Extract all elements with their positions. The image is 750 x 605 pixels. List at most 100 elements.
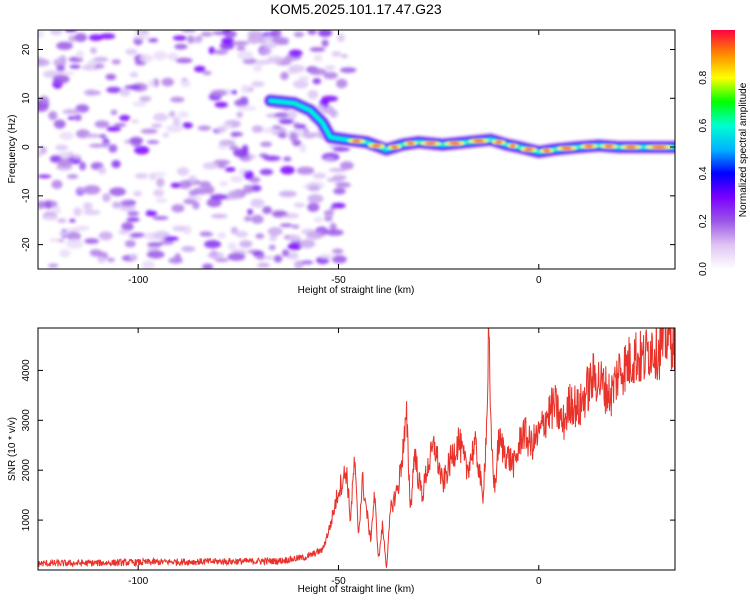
noise-blob [158,240,175,245]
noise-blob [97,256,106,264]
noise-blob [192,201,200,210]
y-tick-label: -20 [21,237,32,252]
noise-blob [332,248,344,254]
noise-blob [99,134,107,138]
noise-blob [324,65,336,70]
y-tick-label: 1000 [21,509,32,532]
noise-blob [140,54,154,63]
noise-blob [273,254,283,263]
noise-blob [193,187,209,195]
noise-blob [319,253,335,259]
noise-blob [233,148,249,158]
noise-blob [148,79,155,88]
noise-blob [288,49,303,57]
signal-peak-core [524,148,534,151]
noise-blob [133,35,151,40]
noise-blob [287,242,302,251]
noise-blob [331,202,346,209]
noise-blob [214,258,229,262]
signal-peak-core [561,146,573,150]
noise-blob [204,240,222,249]
noise-blob [39,95,49,105]
noise-blob [151,123,163,128]
noise-blob [58,71,75,76]
colorbar-tick-label: 0.8 [698,70,709,84]
noise-blob [88,143,106,148]
noise-blob [264,42,278,49]
noise-blob [121,222,134,231]
noise-blob [332,146,351,152]
noise-blob [210,214,228,219]
noise-blob [202,162,219,170]
noise-blob [111,59,121,65]
noise-blob [257,262,270,268]
noise-blob [73,207,82,217]
noise-blob [110,109,118,116]
noise-blob [292,79,309,89]
noise-blob [181,30,197,33]
noise-blob [127,211,140,217]
noise-blob [119,88,131,97]
noise-blob [112,201,122,209]
noise-blob [263,155,281,162]
x-tick-label: -100 [128,275,148,286]
noise-blob [237,50,254,60]
noise-blob [250,198,265,208]
noise-blob [335,182,351,188]
noise-blob [331,51,342,57]
noise-blob [146,140,160,144]
noise-blob [145,210,158,217]
noise-blob [274,112,290,118]
snr-y-ticks: 1000 2000 3000 4000 [21,359,675,531]
noise-blob [262,206,272,215]
spectrogram-x-ticks: -100 -50 0 [128,30,542,286]
signal-peak-core [390,145,399,149]
signal-peak-core [371,144,382,148]
noise-blob [99,33,116,40]
noise-blob [239,240,253,248]
noise-blob [340,67,357,73]
noise-blob [162,132,169,138]
noise-blob [56,158,73,167]
noise-blob [340,161,354,170]
y-tick-label: 2000 [21,459,32,482]
noise-blob [288,64,305,73]
noise-blob [219,139,236,146]
y-tick-label: -10 [21,188,32,203]
noise-blob [239,96,249,104]
noise-blob [202,263,214,269]
colorbar-tick-label: 0.6 [698,118,709,132]
noise-blob [177,167,189,176]
noise-blob [119,114,131,122]
noise-blob [298,75,310,82]
noise-blob [57,218,67,223]
noise-blob [219,181,228,187]
noise-blob [113,123,127,127]
noise-blob [192,36,203,44]
x-tick-label: -50 [331,576,346,587]
noise-blob [106,126,122,132]
noise-blob [278,132,288,139]
noise-blob [197,125,211,131]
noise-blob [38,57,46,67]
noise-blob [69,64,81,69]
noise-blob [92,56,109,63]
noise-blob [125,48,138,55]
noise-blob [260,141,273,148]
noise-blob [86,59,97,69]
noise-blob [168,110,176,118]
noise-blob [69,218,76,223]
noise-blob [146,250,165,259]
noise-blob [131,119,139,124]
noise-blob [187,35,195,44]
noise-blob [120,199,133,207]
signal-peak-core [604,144,614,148]
noise-blob [216,125,228,133]
noise-blob [313,54,323,62]
noise-blob [188,175,197,184]
noise-blob [278,190,297,198]
noise-blob [253,64,263,72]
noise-blob [132,101,147,107]
noise-blob [65,239,84,249]
noise-blob [152,216,169,220]
